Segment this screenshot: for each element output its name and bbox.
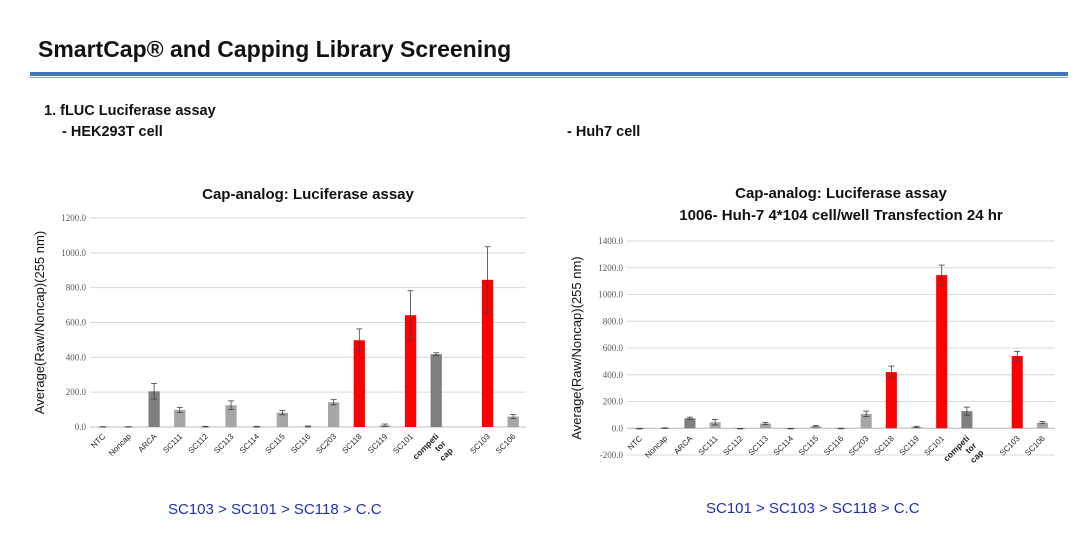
left-bar [148,391,160,427]
right-x-tick-label: SC116 [822,434,846,458]
left-bar [174,409,186,427]
right-cell-label: - Huh7 cell [567,124,641,140]
left-y-tick-label: 400.0 [66,352,87,362]
right-x-tick-label: SC119 [898,434,922,458]
right-y-axis-label: Average(Raw/Noncap)(255 nm) [569,256,584,439]
right-x-tick-label: NTC [626,434,644,452]
ranking-right: SC101 > SC103 > SC118 > C.C [706,500,920,517]
right-chart-title: Cap-analog: Luciferase assay [735,185,947,202]
left-bar [430,354,442,427]
left-y-tick-label: 800.0 [66,283,87,293]
left-bar [276,412,288,427]
section-heading: 1. fLUC Luciferase assay [44,103,216,119]
right-x-tick-label: Noncap [643,434,669,460]
right-bar [1011,356,1023,429]
right-chart-subtitle: 1006- Huh-7 4*104 cell/well Transfection… [679,207,1003,224]
left-bar [404,315,417,427]
right-y-tick-label: 1000.0 [598,290,623,300]
right-bar [936,275,948,429]
right-bar [860,413,872,429]
title-rule-thin [30,77,1068,78]
left-bar [225,405,237,427]
right-bar [885,372,897,429]
right-bar [961,411,973,429]
right-x-tick-label: SC113 [747,434,771,458]
left-bar [507,416,519,427]
right-y-tick-label: 600.0 [603,343,624,353]
right-bar [684,418,696,429]
right-y-tick-label: 800.0 [603,316,624,326]
left-chart-title: Cap-analog: Luciferase assay [202,186,414,203]
left-y-tick-label: 600.0 [66,318,87,328]
right-x-tick-label: SC203 [847,434,871,458]
left-y-tick-label: 200.0 [66,387,87,397]
right-x-tick-label: SC106 [1023,434,1047,458]
right-x-tick-label: SC111 [697,434,720,457]
slide-title: SmartCap® and Capping Library Screening [38,36,512,62]
right-x-tick-label: SC115 [797,434,821,458]
right-x-tick-label: SC103 [998,434,1022,458]
right-y-tick-label: 1400.0 [598,236,623,246]
ranking-left: SC103 > SC101 > SC118 > C.C [168,501,382,518]
right-bar [1036,422,1048,429]
left-bar [353,340,365,427]
right-x-tick-label: SC112 [721,434,745,458]
right-y-tick-label: 1200.0 [598,263,623,273]
right-x-tick-label: SC118 [873,434,897,458]
right-x-tick-label: ARCA [672,434,695,457]
right-bar [759,423,772,429]
left-y-axis-label: Average(Raw/Noncap)(255 nm) [32,231,47,414]
left-y-tick-label: 0.0 [75,422,87,432]
left-y-tick-label: 1000.0 [61,248,86,258]
left-y-tick-label: 1200.0 [61,213,86,223]
right-y-tick-label: 200.0 [603,397,624,407]
right-y-tick-label: 0.0 [612,423,624,433]
left-cell-label: - HEK293T cell [62,124,163,140]
right-y-tick-label: -200.0 [600,450,624,460]
right-x-tick-label: SC114 [772,434,796,458]
title-rule [30,72,1068,76]
right-y-tick-label: 400.0 [603,370,624,380]
left-bar [481,279,494,427]
left-bar [328,402,340,427]
